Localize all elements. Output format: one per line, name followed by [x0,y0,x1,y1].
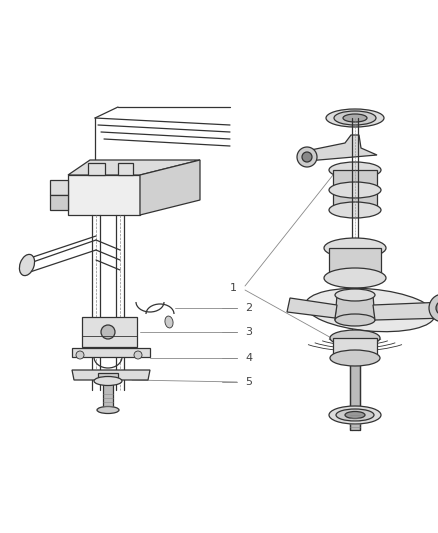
Ellipse shape [324,268,386,288]
Text: 3: 3 [245,327,252,337]
Ellipse shape [329,182,381,198]
Bar [103,378,113,410]
Polygon shape [50,180,68,195]
Ellipse shape [326,109,384,127]
Ellipse shape [343,114,367,122]
Polygon shape [335,295,375,320]
Polygon shape [118,163,133,175]
Circle shape [302,152,312,162]
Text: 2: 2 [245,303,252,313]
Text: 4: 4 [245,353,252,363]
Circle shape [134,351,142,359]
Polygon shape [68,175,140,215]
Polygon shape [72,348,150,357]
Polygon shape [50,195,68,210]
Polygon shape [329,248,381,278]
Ellipse shape [335,314,375,326]
Ellipse shape [329,406,381,424]
Ellipse shape [19,254,35,276]
Text: 1: 1 [230,283,237,293]
Ellipse shape [329,162,381,178]
Polygon shape [140,160,200,215]
Ellipse shape [336,409,374,421]
Polygon shape [333,170,377,210]
Circle shape [76,351,84,359]
Polygon shape [287,298,337,318]
Polygon shape [333,338,377,358]
Ellipse shape [324,238,386,258]
Circle shape [101,325,115,339]
Bar [98,373,118,380]
Bar [82,317,137,347]
Ellipse shape [330,330,380,346]
Ellipse shape [97,407,119,414]
Ellipse shape [335,289,375,301]
Polygon shape [373,302,438,320]
Polygon shape [88,163,105,175]
Bar [350,330,360,430]
Ellipse shape [330,350,380,366]
Polygon shape [301,135,377,161]
Polygon shape [72,370,150,380]
Circle shape [429,294,438,322]
Ellipse shape [94,376,122,385]
Polygon shape [68,160,200,175]
Ellipse shape [165,316,173,328]
Ellipse shape [334,111,376,125]
Circle shape [436,301,438,315]
Circle shape [297,147,317,167]
Ellipse shape [329,202,381,218]
Ellipse shape [345,411,365,418]
Ellipse shape [305,288,435,332]
Text: 5: 5 [245,377,252,387]
